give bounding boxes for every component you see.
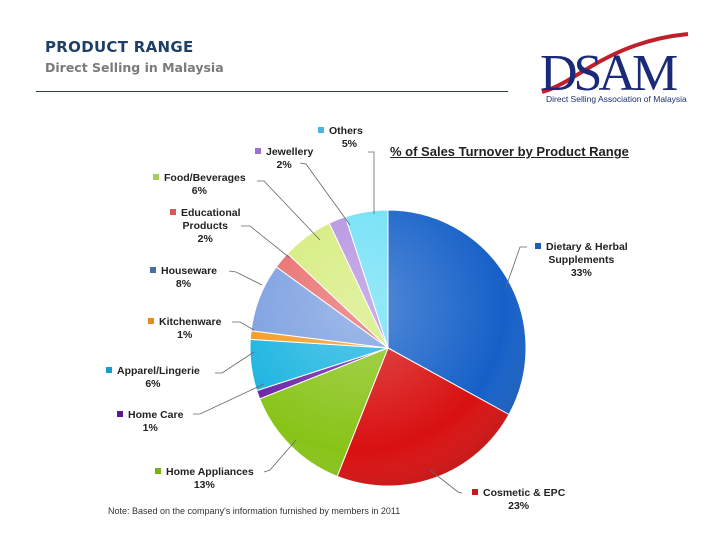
page-subtitle: Direct Selling in Malaysia — [45, 60, 224, 75]
leader-lines — [193, 151, 527, 494]
header-divider — [36, 91, 508, 92]
legend-swatch-icon — [106, 367, 112, 373]
label-kitchenware: Kitchenware 1% — [148, 316, 221, 342]
legend-swatch-icon — [170, 209, 176, 215]
label-apparel-lingerie: Apparel/Lingerie 6% — [106, 365, 200, 391]
label-home-appliances: Home Appliances 13% — [155, 466, 254, 492]
legend-swatch-icon — [153, 174, 159, 180]
label-cosmetic-epc: Cosmetic & EPC 23% — [472, 487, 565, 513]
legend-swatch-icon — [117, 411, 123, 417]
footnote: Note: Based on the company's information… — [108, 506, 401, 516]
label-jewellery: Jewellery 2% — [255, 146, 313, 172]
page-title: PRODUCT RANGE — [45, 38, 194, 56]
label-food-beverages: Food/Beverages 6% — [153, 172, 246, 198]
logo-caption: Direct Selling Association of Malaysia — [546, 94, 687, 104]
svg-text:DSAM: DSAM — [540, 45, 677, 102]
label-dietary-herbal: Dietary & Herbal Supplements 33% — [535, 241, 628, 280]
label-houseware: Houseware 8% — [150, 265, 217, 291]
dsam-logo: DSAM — [540, 32, 691, 102]
legend-swatch-icon — [155, 468, 161, 474]
legend-swatch-icon — [255, 148, 261, 154]
legend-swatch-icon — [148, 318, 154, 324]
legend-swatch-icon — [472, 489, 478, 495]
legend-swatch-icon — [318, 127, 324, 133]
label-others: Others 5% — [318, 125, 363, 151]
legend-swatch-icon — [535, 243, 541, 249]
label-educational-products: Educational Products 2% — [170, 207, 241, 246]
pie-slices — [249, 209, 527, 487]
label-home-care: Home Care 1% — [117, 409, 183, 435]
chart-title: % of Sales Turnover by Product Range — [390, 144, 629, 159]
legend-swatch-icon — [150, 267, 156, 273]
